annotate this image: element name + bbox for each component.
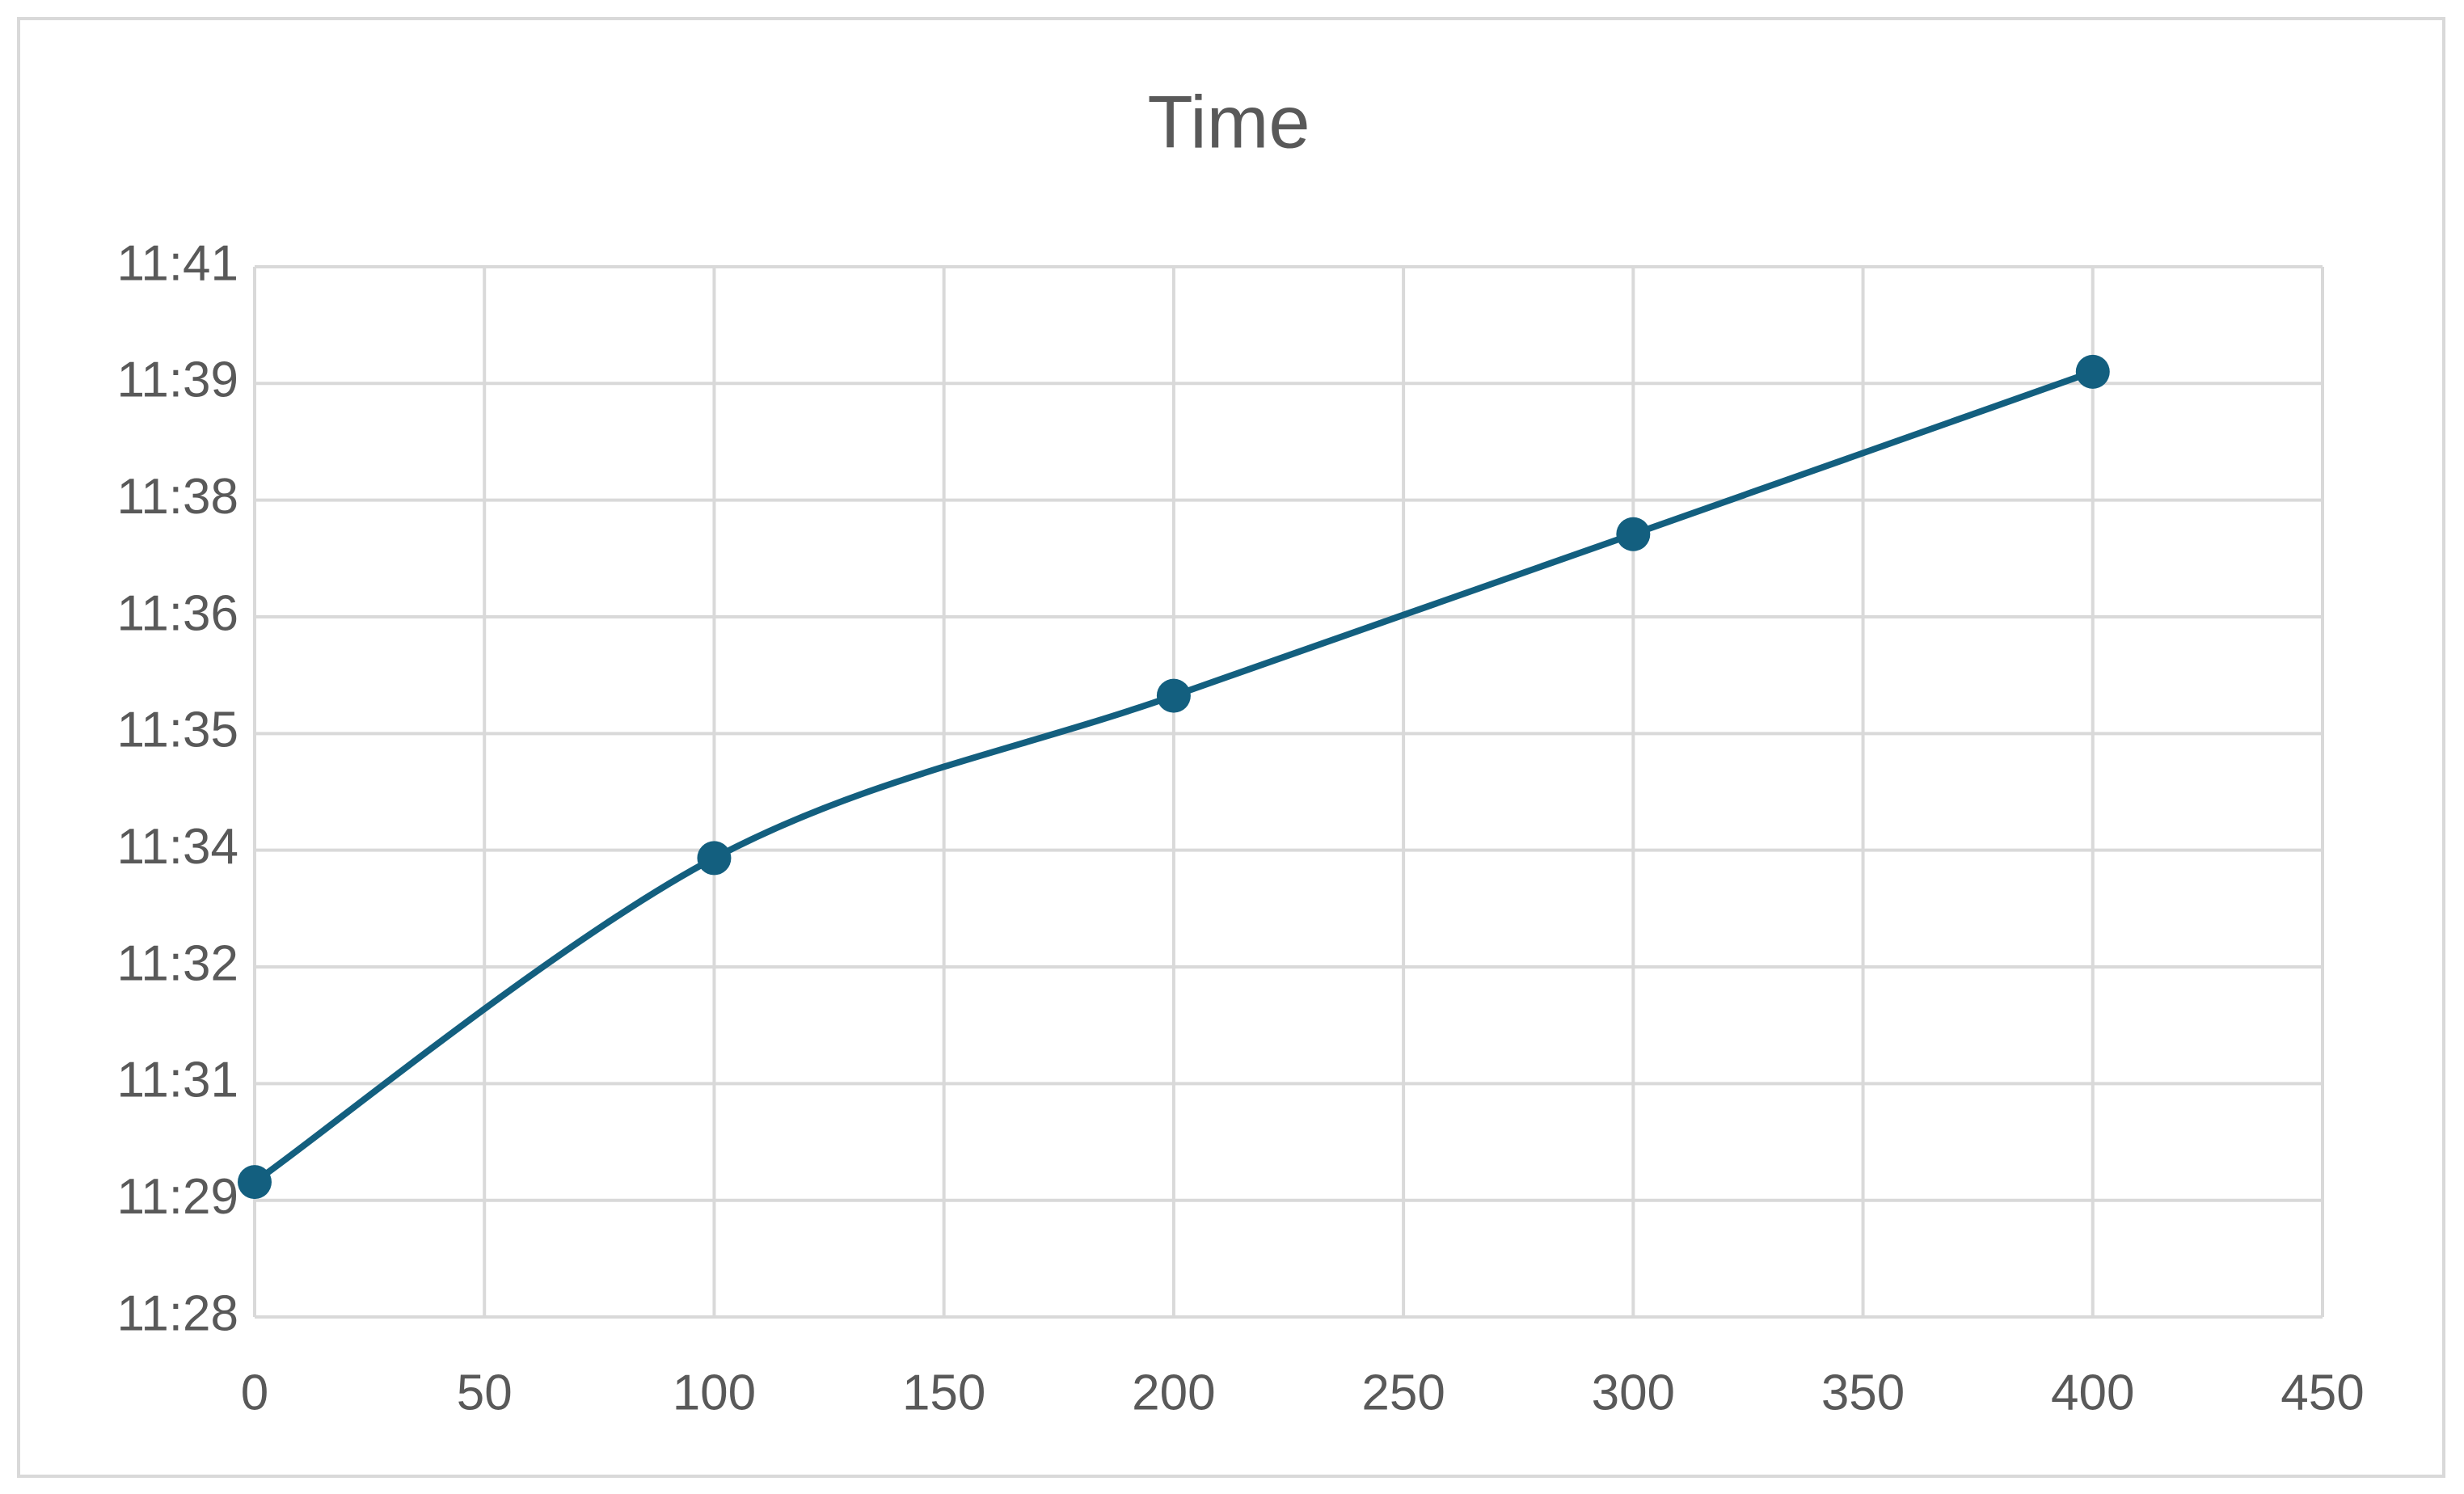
x-tick-label: 150 bbox=[902, 1365, 985, 1420]
y-tick-label: 11:39 bbox=[116, 352, 238, 408]
data-point bbox=[1156, 678, 1191, 713]
data-point bbox=[2075, 354, 2110, 389]
y-tick-label: 11:35 bbox=[116, 703, 238, 758]
data-point bbox=[238, 1165, 272, 1200]
chart-title: Time bbox=[1147, 81, 1310, 163]
y-tick-label: 11:34 bbox=[116, 819, 238, 875]
y-tick-label: 11:36 bbox=[116, 585, 238, 641]
x-tick-label: 200 bbox=[1132, 1365, 1215, 1420]
data-point bbox=[697, 841, 732, 876]
x-tick-label: 300 bbox=[1592, 1365, 1675, 1420]
y-tick-label: 11:38 bbox=[116, 469, 238, 525]
x-tick-label: 0 bbox=[241, 1365, 268, 1420]
x-tick-label: 250 bbox=[1361, 1365, 1445, 1420]
y-tick-label: 11:29 bbox=[116, 1169, 238, 1225]
y-tick-label: 11:41 bbox=[116, 235, 238, 291]
data-point bbox=[1616, 517, 1651, 551]
x-tick-label: 50 bbox=[457, 1365, 513, 1420]
x-tick-label: 100 bbox=[673, 1365, 756, 1420]
y-tick-label: 11:28 bbox=[116, 1285, 238, 1341]
chart-border bbox=[17, 17, 2445, 1478]
x-tick-label: 350 bbox=[1821, 1365, 1905, 1420]
y-tick-label: 11:32 bbox=[116, 935, 238, 991]
y-tick-label: 11:31 bbox=[116, 1053, 238, 1108]
x-tick-label: 400 bbox=[2051, 1365, 2134, 1420]
x-tick-label: 450 bbox=[2280, 1365, 2364, 1420]
